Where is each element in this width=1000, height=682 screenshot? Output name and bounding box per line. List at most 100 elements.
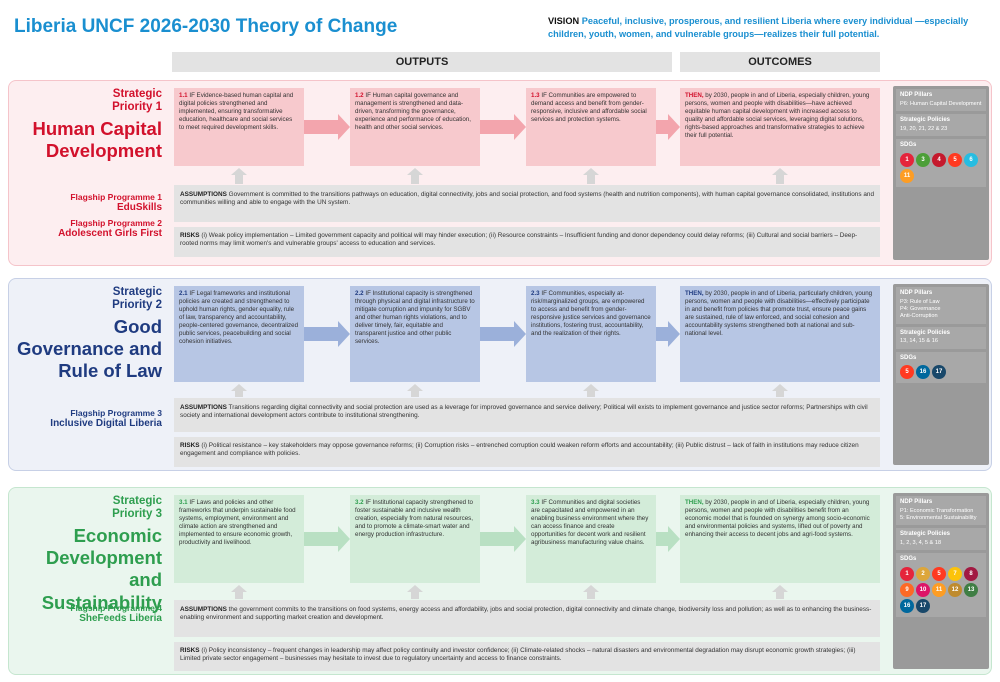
- risks-box: RISKS (i) Political resistance – key sta…: [174, 437, 880, 467]
- flagship-label: Flagship Programme 3: [70, 408, 162, 418]
- assumptions-text: Transitions regarding digital connectivi…: [180, 404, 868, 420]
- arrows: [231, 114, 788, 184]
- output-text: IF Communities are empowered to demand a…: [531, 92, 647, 123]
- ndp-item: P1: Economic Transformation: [900, 507, 974, 514]
- sdg-list: 5 16 17: [900, 364, 982, 380]
- output-text: IF Human capital governance and manageme…: [355, 92, 471, 131]
- priority-name: Economic Development and Sustainability: [41, 525, 162, 613]
- assumptions-label: ASSUMPTIONS: [180, 191, 227, 198]
- output-text: IF Legal frameworks and institutional po…: [179, 290, 299, 345]
- output-text: IF Institutional capacity strengthened t…: [355, 499, 473, 538]
- sdg-badge: 1: [900, 152, 914, 167]
- risks-label: RISKS: [180, 442, 200, 449]
- assumptions-box: ASSUMPTIONS the government commits to th…: [174, 600, 880, 637]
- flow-arrow: [656, 526, 680, 552]
- policies-section: Strategic Policies 1, 2, 3, 4, 5 & 18: [896, 528, 986, 551]
- outcomes-header: OUTCOMES: [680, 52, 880, 72]
- up-arrow: [407, 585, 423, 599]
- ndp-section: NDP Pillars P6: Human Capital Development: [896, 89, 986, 112]
- flow-arrow: [656, 114, 680, 140]
- up-arrow: [407, 168, 423, 184]
- output-text: IF Institutional capacity is strengthene…: [355, 290, 475, 345]
- sdgs-section: SDGs 1 3 4 5 6 11: [896, 139, 986, 187]
- policies-label: Strategic Policies: [900, 531, 951, 538]
- up-arrow: [231, 585, 247, 599]
- output-box: 1.3 IF Communities are empowered to dema…: [526, 88, 656, 166]
- sdg-badge: 16: [916, 365, 930, 380]
- output-id: 2.1: [179, 290, 188, 297]
- priority-label: Strategic Priority 2: [112, 286, 162, 312]
- priority-name: Good Governance and Rule of Law: [17, 316, 162, 382]
- assumptions-box: ASSUMPTIONS Transitions regarding digita…: [174, 398, 880, 432]
- side-panel: NDP Pillars P3: Rule of Law P4: Governance…: [893, 284, 989, 465]
- sdg-badge: 5: [948, 152, 962, 167]
- output-id: 1.3: [531, 92, 540, 99]
- output-box: 2.1 IF Legal frameworks and institutiona…: [174, 286, 304, 382]
- assumptions-text: Government is committed to the transitio…: [180, 191, 874, 207]
- assumptions-text: the government commits to the transition…: [180, 606, 872, 622]
- ndp-label: NDP Pillars: [900, 92, 933, 98]
- sdg-badge: 11: [900, 168, 914, 183]
- sdg-badge: 4: [932, 152, 946, 167]
- arrows: [231, 526, 788, 599]
- up-arrow: [772, 168, 788, 184]
- output-text: IF Evidence-based human capital and digi…: [179, 92, 294, 131]
- flow-arrow: [480, 321, 526, 347]
- sdg-badge: 5: [932, 567, 946, 582]
- sdg-badge: 5: [900, 365, 914, 380]
- output-box: 2.3 IF Communities, especially at-risk/m…: [526, 286, 656, 382]
- risks-text: (i) Weak policy implementation – Limited…: [180, 232, 858, 248]
- flow-arrow: [480, 114, 526, 140]
- risks-label: RISKS: [180, 232, 200, 239]
- outcome-text: by 2030, people in and of Liberia, espec…: [685, 92, 870, 139]
- flagship-name: Inclusive Digital Liberia: [50, 418, 162, 430]
- flow-arrow: [304, 114, 350, 140]
- priority-name: Human Capital Development: [32, 118, 162, 162]
- output-box: 2.2 IF Institutional capacity is strengt…: [350, 286, 480, 382]
- output-text: IF Communities and digital societies are…: [531, 499, 649, 546]
- sdgs-section: SDGs 5 16 17: [896, 351, 986, 384]
- output-box: 3.3 IF Communities and digital societies…: [526, 495, 656, 583]
- output-text: IF Laws and policies and other framework…: [179, 499, 296, 546]
- output-box: 1.1 IF Evidence-based human capital and …: [174, 88, 304, 166]
- then-label: THEN,: [685, 92, 704, 99]
- outcome-box: THEN, by 2030, people in and of Liberia,…: [680, 495, 880, 583]
- assumptions-label: ASSUMPTIONS: [180, 606, 227, 613]
- flow-arrow: [656, 321, 680, 347]
- sdg-badge: 12: [948, 583, 962, 598]
- ndp-label: NDP Pillars: [900, 290, 933, 296]
- ndp-item: P6: Human Capital Development: [900, 100, 982, 107]
- outcome-box: THEN, by 2030, people in and of Liberia,…: [680, 88, 880, 166]
- sdg-badge: 1: [900, 567, 914, 582]
- sdg-badge: 9: [900, 583, 914, 598]
- output-id: 1.2: [355, 92, 364, 99]
- risks-text: (i) Policy inconsistency – frequent chan…: [180, 647, 856, 663]
- sdgs-label: SDGs: [900, 354, 917, 361]
- flagship-name: Adolescent Girls First: [58, 228, 162, 240]
- flow-arrow: [480, 526, 526, 552]
- sdg-list: 1 3 4 5 6 11: [900, 152, 982, 184]
- side-panel: NDP Pillars P1: Economic Transformation 5:…: [893, 493, 989, 669]
- sdg-badge: 6: [964, 152, 978, 167]
- assumptions-label: ASSUMPTIONS: [180, 404, 227, 411]
- sdg-badge: 10: [916, 583, 930, 598]
- risks-box: RISKS (i) Weak policy implementation – L…: [174, 227, 880, 257]
- risks-label: RISKS: [180, 647, 200, 654]
- flagships: Flagship Programme 4 SheFeeds Liberia: [8, 603, 162, 629]
- outcome-box: THEN, by 2030, people in and of Liberia,…: [680, 286, 880, 382]
- up-arrow: [772, 384, 788, 397]
- flow-arrow: [304, 321, 350, 347]
- up-arrow: [583, 384, 599, 397]
- outcome-text: by 2030, people in and of Liberia, parti…: [685, 290, 873, 337]
- arrows: [231, 321, 788, 397]
- sdg-badge: 17: [932, 365, 946, 380]
- sdg-list: 1 2 5 7 89 10 11 12 1316 17: [900, 566, 982, 614]
- policies-label: Strategic Policies: [900, 117, 951, 124]
- sdg-badge: 8: [964, 567, 978, 582]
- sdg-badge: 17: [916, 599, 930, 614]
- flagship-name: SheFeeds Liberia: [79, 613, 162, 625]
- policies-label: Strategic Policies: [900, 329, 951, 336]
- up-arrow: [583, 168, 599, 184]
- ndp-item: Anti-Corruption: [900, 313, 938, 320]
